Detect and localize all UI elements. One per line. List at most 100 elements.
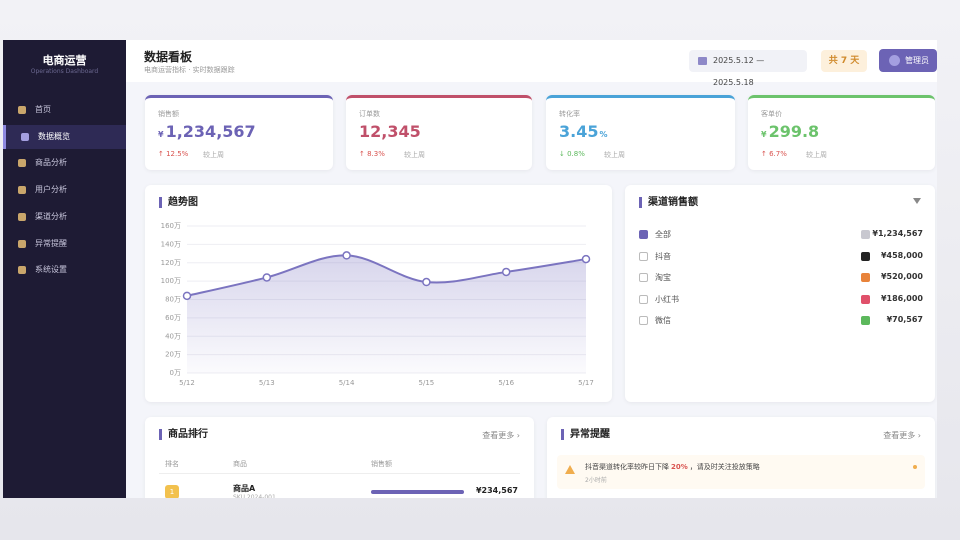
x-tick-label: 5/15 <box>419 379 435 387</box>
trend-point <box>581 254 591 264</box>
x-tick-label: 5/17 <box>578 379 594 387</box>
trend-point <box>501 267 511 277</box>
channel-row[interactable]: 全部 ¥1,234,567 <box>639 228 923 242</box>
card-title: 商品排行 <box>159 429 208 440</box>
kpi-change: ↑ 6.7% <box>761 150 787 158</box>
channel-name: 淘宝 <box>655 273 671 282</box>
app: 电商运营 Operations Dashboard 首页数据概览商品分析用户分析… <box>3 40 937 498</box>
checkbox[interactable] <box>639 251 648 261</box>
more-link[interactable]: 查看更多 › <box>482 431 520 440</box>
kpi-card: 客单价 ¥299.8 ↑ 6.7% 较上周 <box>748 95 935 170</box>
menu-icon <box>18 212 26 221</box>
y-tick-label: 140万 <box>161 240 181 248</box>
menu-item[interactable]: 用户分析 <box>3 178 126 202</box>
page-subtitle: 电商运营指标 · 实时数据跟踪 <box>144 66 235 74</box>
alert-highlight: 20% <box>671 463 688 471</box>
alert-icon <box>565 465 575 474</box>
brand-sub: Operations Dashboard <box>30 68 99 75</box>
menu-item[interactable]: 异常提醒 <box>3 232 126 256</box>
x-tick-label: 5/14 <box>339 379 355 387</box>
checkbox[interactable] <box>639 316 648 325</box>
kpi-card: 订单数 12,345 ↑ 8.3% 较上周 <box>346 95 532 170</box>
trend-area <box>187 255 586 373</box>
brand: 电商运营 <box>42 54 87 67</box>
x-tick-label: 5/13 <box>259 379 275 387</box>
checkbox[interactable] <box>639 273 648 282</box>
menu-label: 异常提醒 <box>35 238 67 248</box>
channel-row[interactable]: 小红书 ¥186,000 <box>639 293 923 307</box>
date-range[interactable]: 2025.5.12 — 2025.5.18 <box>689 50 807 87</box>
kpi-number: 1,234,567 <box>165 122 256 141</box>
menu-icon <box>18 266 26 275</box>
card-title: 渠道销售额 <box>639 197 698 208</box>
header: 数据看板 电商运营指标 · 实时数据跟踪 2025.5.12 — 2025.5.… <box>126 40 937 87</box>
channel-amount: ¥520,000 <box>880 272 923 281</box>
days-badge: 共 7 天 <box>821 50 867 72</box>
channel-row[interactable]: 微信 ¥70,567 <box>639 314 923 328</box>
y-tick-label: 60万 <box>165 314 181 322</box>
user-button[interactable]: 管理员 <box>879 49 937 72</box>
channel-amount: ¥458,000 <box>880 250 923 260</box>
channel-amount: ¥1,234,567 <box>872 229 923 238</box>
menu-item[interactable]: 系统设置 <box>3 258 126 282</box>
menu-item[interactable]: 数据概览 <box>3 124 126 149</box>
alert-text-main: 抖音渠道转化率较昨日下降 <box>585 463 669 471</box>
alert-item[interactable]: 抖音渠道转化率较昨日下降 20% ，请及时关注投放策略 2小时前 <box>557 455 925 489</box>
y-tick-label: 20万 <box>165 351 181 359</box>
menu-icon <box>18 159 26 168</box>
channel-icon <box>861 230 870 239</box>
menu-icon <box>18 106 26 114</box>
sales-value: ¥234,567 <box>475 486 518 495</box>
kpi-card: 销售额 ¥1,234,567 ↑ 12.5% 较上周 <box>145 95 333 170</box>
menu-item[interactable]: 商品分析 <box>3 151 126 175</box>
y-tick-label: 80万 <box>165 296 181 304</box>
menu-icon <box>18 186 26 195</box>
card-title: 异常提醒 <box>561 429 610 440</box>
channel-icon <box>861 273 870 282</box>
kpi-compare: 较上周 <box>404 151 425 159</box>
kpi-card: 转化率 3.45% ↓ 0.8% 较上周 <box>546 95 735 170</box>
menu-label: 商品分析 <box>35 158 67 168</box>
avatar <box>889 55 900 66</box>
kpi-number: 299.8 <box>768 122 820 141</box>
alert-text: 抖音渠道转化率较昨日下降 20% ，请及时关注投放策略 <box>585 462 760 472</box>
column-header: 商品 <box>233 460 247 468</box>
page-title: 数据看板 <box>144 50 193 64</box>
kpi-value: 3.45% <box>559 122 608 141</box>
kpi-label: 订单数 <box>359 110 380 118</box>
menu-label: 系统设置 <box>35 265 67 275</box>
trend-point <box>422 277 431 287</box>
menu-label: 用户分析 <box>35 185 67 195</box>
menu-item[interactable]: 渠道分析 <box>3 205 126 229</box>
alert-time: 2小时前 <box>585 477 607 484</box>
kpi-label: 转化率 <box>559 110 580 118</box>
checkbox[interactable] <box>639 230 648 239</box>
y-tick-label: 100万 <box>161 277 181 285</box>
column-header: 排名 <box>165 460 179 468</box>
channel-name: 小红书 <box>655 294 679 304</box>
user-name: 管理员 <box>905 56 929 65</box>
kpi-compare: 较上周 <box>203 151 224 159</box>
menu-label: 首页 <box>35 105 51 114</box>
sidebar: 电商运营 Operations Dashboard 首页数据概览商品分析用户分析… <box>3 40 126 498</box>
kpi-prefix: ¥ <box>158 130 164 139</box>
column-header: 销售额 <box>371 460 392 468</box>
x-tick-label: 5/12 <box>179 379 195 387</box>
channel-amount: ¥186,000 <box>880 293 923 303</box>
kpi-value: ¥299.8 <box>761 122 819 141</box>
menu-label: 渠道分析 <box>35 211 67 221</box>
menu-item[interactable]: 首页 <box>3 98 126 122</box>
channel-row[interactable]: 抖音 ¥458,000 <box>639 250 923 264</box>
kpi-number: 12,345 <box>359 122 421 141</box>
kpi-change: ↑ 8.3% <box>359 150 385 158</box>
kpi-value: 12,345 <box>359 122 421 141</box>
filter-icon[interactable] <box>913 198 921 204</box>
checkbox[interactable] <box>639 294 648 304</box>
trend-card: 趋势图 0万 20万 40万 60万 80万 100万 120万 140万 160万 5/12 5/… <box>145 185 612 402</box>
sales-bar <box>371 490 464 494</box>
more-link[interactable]: 查看更多 › <box>883 431 921 440</box>
channel-row[interactable]: 淘宝 ¥520,000 <box>639 271 923 285</box>
channel-name: 微信 <box>655 316 671 325</box>
menu-icon <box>21 132 29 141</box>
